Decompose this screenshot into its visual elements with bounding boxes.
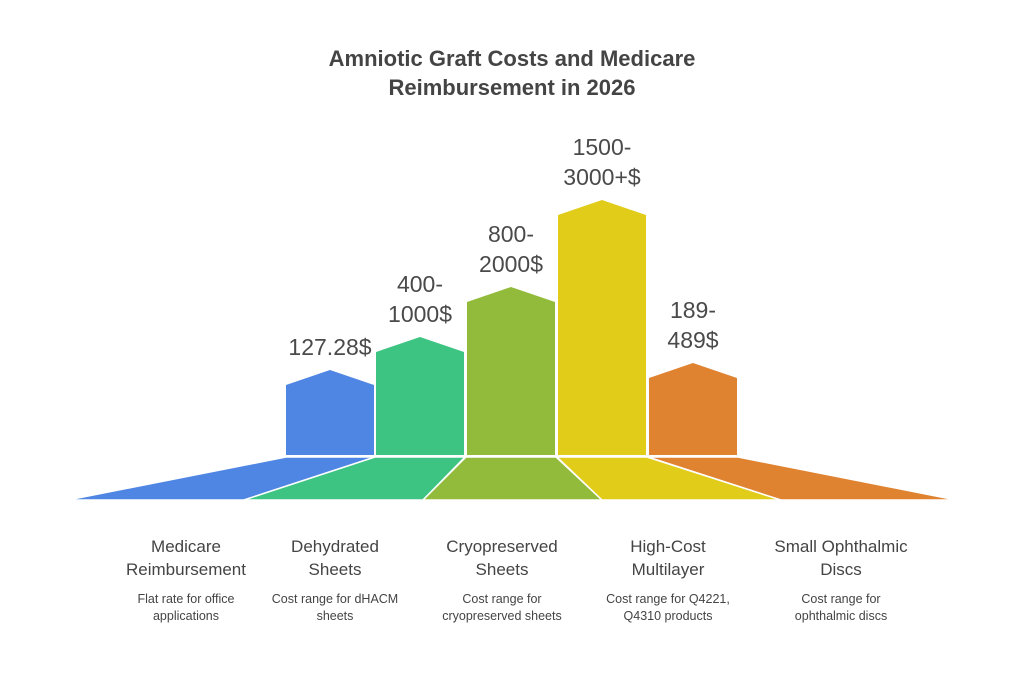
category-name: Small Ophthalmic Discs <box>774 537 908 579</box>
bar-4 <box>558 200 646 455</box>
category-name: Medicare Reimbursement <box>126 537 246 579</box>
bar-2 <box>376 337 464 455</box>
chart-title-line-2: Reimbursement in 2026 <box>388 75 636 100</box>
value-label: 189-489$ <box>667 297 719 353</box>
category-1: Medicare Reimbursement Flat rate for offi… <box>101 535 271 625</box>
value-label: 1500-3000+$ <box>563 134 641 190</box>
category-4: High-Cost Multilayer Cost range for Q4221… <box>583 535 753 625</box>
category-name: Dehydrated Sheets <box>291 537 379 579</box>
category-description: Cost range for cryopreserved sheets <box>442 592 562 623</box>
category-3: Cryopreserved Sheets Cost range for cryop… <box>417 535 587 625</box>
value-label: 800-2000$ <box>479 221 543 277</box>
chart-title-line-1: Amniotic Graft Costs and Medicare <box>328 46 696 71</box>
value-label: 400-1000$ <box>388 271 452 327</box>
category-description: Flat rate for office applications <box>137 592 235 623</box>
category-description: Cost range for dHACM sheets <box>271 592 399 623</box>
bar-5 <box>649 363 737 455</box>
category-5: Small Ophthalmic Discs Cost range for oph… <box>756 535 926 625</box>
category-name: Cryopreserved Sheets <box>446 537 558 579</box>
bar-1 <box>286 370 374 455</box>
category-description: Cost range for Q4221, Q4310 products <box>606 592 730 623</box>
category-2: Dehydrated Sheets Cost range for dHACM sh… <box>250 535 420 625</box>
floor-segment-5 <box>647 456 957 501</box>
category-description: Cost range for ophthalmic discs <box>794 592 888 623</box>
category-name: High-Cost Multilayer <box>630 537 706 579</box>
bar-3 <box>467 287 555 455</box>
value-label: 127.28$ <box>288 334 372 360</box>
chart-title: Amniotic Graft Costs and Medicare Reimbu… <box>0 44 1024 102</box>
